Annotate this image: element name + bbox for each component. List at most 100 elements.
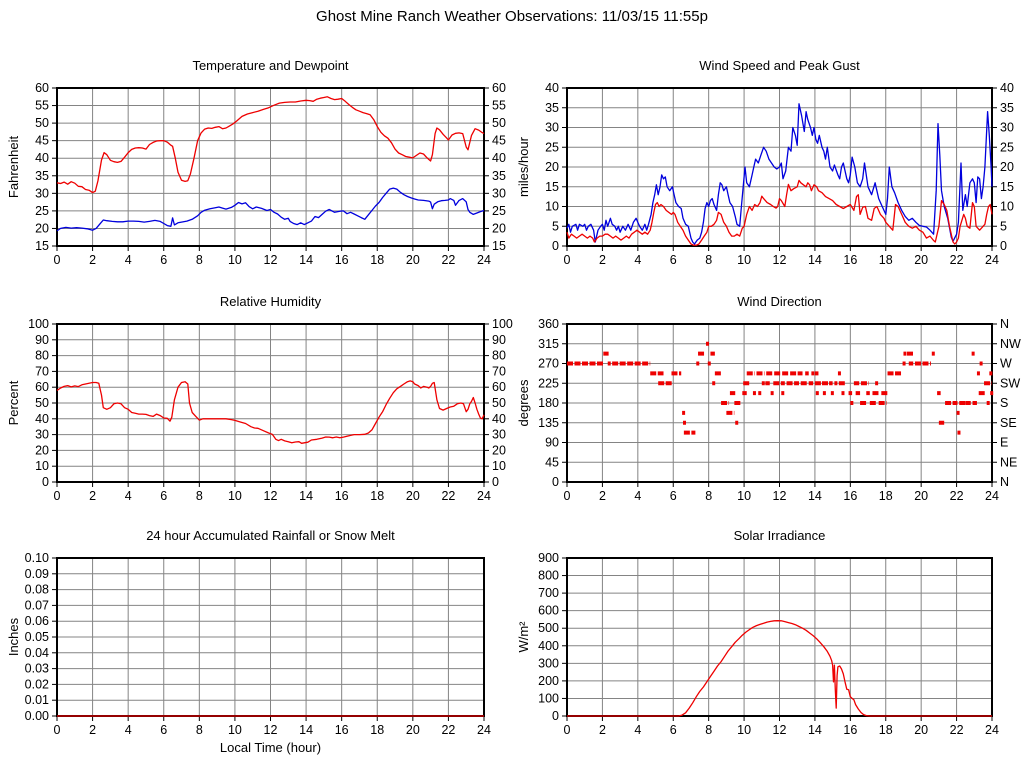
svg-text:60: 60	[492, 380, 506, 394]
svg-text:12: 12	[264, 253, 278, 267]
svg-text:800: 800	[538, 569, 559, 583]
svg-text:12: 12	[264, 489, 278, 503]
svg-text:40: 40	[545, 81, 559, 95]
svg-text:6: 6	[160, 253, 167, 267]
svg-text:4: 4	[125, 489, 132, 503]
svg-text:315: 315	[538, 337, 559, 351]
svg-text:0: 0	[564, 253, 571, 267]
svg-text:10: 10	[228, 489, 242, 503]
svg-text:500: 500	[538, 621, 559, 635]
solar-irradiance-chart: Solar Irradiance 0 2 4 6 8 10 12 14 16 18 20 22 24 90…	[510, 518, 1024, 768]
svg-text:12: 12	[264, 723, 278, 737]
svg-text:12: 12	[773, 489, 787, 503]
svg-text:24: 24	[477, 489, 491, 503]
svg-text:SW: SW	[1000, 376, 1020, 390]
svg-text:400: 400	[538, 639, 559, 653]
svg-text:80: 80	[35, 349, 49, 363]
svg-text:N: N	[1000, 475, 1009, 489]
svg-text:30: 30	[492, 428, 506, 442]
solar-irradiance-plot: 0 2 4 6 8 10 12 14 16 18 20 22 249008007006005004003…	[516, 551, 999, 737]
svg-text:22: 22	[950, 723, 964, 737]
svg-text:20: 20	[406, 253, 420, 267]
svg-text:16: 16	[843, 253, 857, 267]
svg-text:225: 225	[538, 376, 559, 390]
svg-text:70: 70	[35, 364, 49, 378]
svg-text:0.01: 0.01	[25, 693, 49, 707]
svg-text:8: 8	[705, 489, 712, 503]
svg-text:30: 30	[545, 121, 559, 135]
svg-text:N: N	[1000, 317, 1009, 331]
svg-text:16: 16	[335, 489, 349, 503]
rainfall-chart: 24 hour Accumulated Rainfall or Snow Mel…	[0, 518, 545, 768]
svg-text:0: 0	[1000, 239, 1007, 253]
svg-text:15: 15	[1000, 180, 1014, 194]
svg-text:135: 135	[538, 416, 559, 430]
svg-text:0.08: 0.08	[25, 583, 49, 597]
svg-text:4: 4	[634, 253, 641, 267]
svg-text:10: 10	[545, 200, 559, 214]
svg-text:4: 4	[634, 489, 641, 503]
svg-text:0: 0	[552, 239, 559, 253]
svg-text:10: 10	[737, 723, 751, 737]
svg-text:24: 24	[477, 253, 491, 267]
svg-text:degrees: degrees	[516, 379, 531, 426]
svg-text:0: 0	[54, 723, 61, 737]
svg-text:40: 40	[35, 151, 49, 165]
temperature-dewpoint-chart: Temperature and Dewpoint 0 2 4 6 8 10 12 14 16 18…	[0, 48, 545, 284]
svg-text:22: 22	[441, 723, 455, 737]
svg-text:0.07: 0.07	[25, 598, 49, 612]
svg-text:20: 20	[1000, 160, 1014, 174]
svg-text:20: 20	[35, 221, 49, 235]
svg-text:0: 0	[42, 475, 49, 489]
svg-text:0.02: 0.02	[25, 677, 49, 691]
svg-text:16: 16	[843, 489, 857, 503]
svg-text:2: 2	[599, 253, 606, 267]
svg-text:15: 15	[545, 180, 559, 194]
svg-text:8: 8	[196, 723, 203, 737]
svg-text:14: 14	[299, 723, 313, 737]
svg-text:2: 2	[89, 489, 96, 503]
svg-text:22: 22	[441, 253, 455, 267]
svg-text:4: 4	[125, 723, 132, 737]
svg-text:0: 0	[492, 475, 499, 489]
svg-text:35: 35	[492, 169, 506, 183]
svg-text:20: 20	[492, 443, 506, 457]
svg-text:10: 10	[228, 253, 242, 267]
svg-text:10: 10	[737, 489, 751, 503]
svg-text:90: 90	[492, 333, 506, 347]
svg-text:60: 60	[492, 81, 506, 95]
chart-title: Wind Speed and Peak Gust	[699, 58, 860, 73]
svg-text:45: 45	[35, 134, 49, 148]
svg-text:30: 30	[1000, 121, 1014, 135]
svg-text:24: 24	[985, 723, 999, 737]
svg-text:30: 30	[35, 186, 49, 200]
svg-text:16: 16	[335, 723, 349, 737]
svg-text:24: 24	[985, 253, 999, 267]
chart-title: Wind Direction	[737, 294, 822, 309]
svg-text:6: 6	[670, 489, 677, 503]
svg-text:0.10: 0.10	[25, 551, 49, 565]
svg-text:6: 6	[670, 253, 677, 267]
svg-text:0.06: 0.06	[25, 614, 49, 628]
page-title: Ghost Mine Ranch Weather Observations: 1…	[316, 8, 708, 25]
svg-text:45: 45	[492, 134, 506, 148]
svg-text:900: 900	[538, 551, 559, 565]
svg-text:25: 25	[35, 204, 49, 218]
svg-text:20: 20	[35, 443, 49, 457]
svg-text:15: 15	[492, 239, 506, 253]
svg-text:300: 300	[538, 656, 559, 670]
svg-text:30: 30	[492, 186, 506, 200]
relative-humidity-chart: Relative Humidity 0 2 4 6 8 10 12 14 16 18 20 22 24 1…	[0, 284, 545, 520]
svg-text:10: 10	[492, 459, 506, 473]
svg-text:0: 0	[54, 489, 61, 503]
svg-text:16: 16	[843, 723, 857, 737]
svg-text:W/m²: W/m²	[516, 621, 531, 653]
svg-text:50: 50	[492, 116, 506, 130]
svg-text:0.04: 0.04	[25, 646, 49, 660]
svg-text:200: 200	[538, 674, 559, 688]
svg-text:14: 14	[299, 489, 313, 503]
svg-text:18: 18	[370, 253, 384, 267]
svg-text:2: 2	[599, 723, 606, 737]
